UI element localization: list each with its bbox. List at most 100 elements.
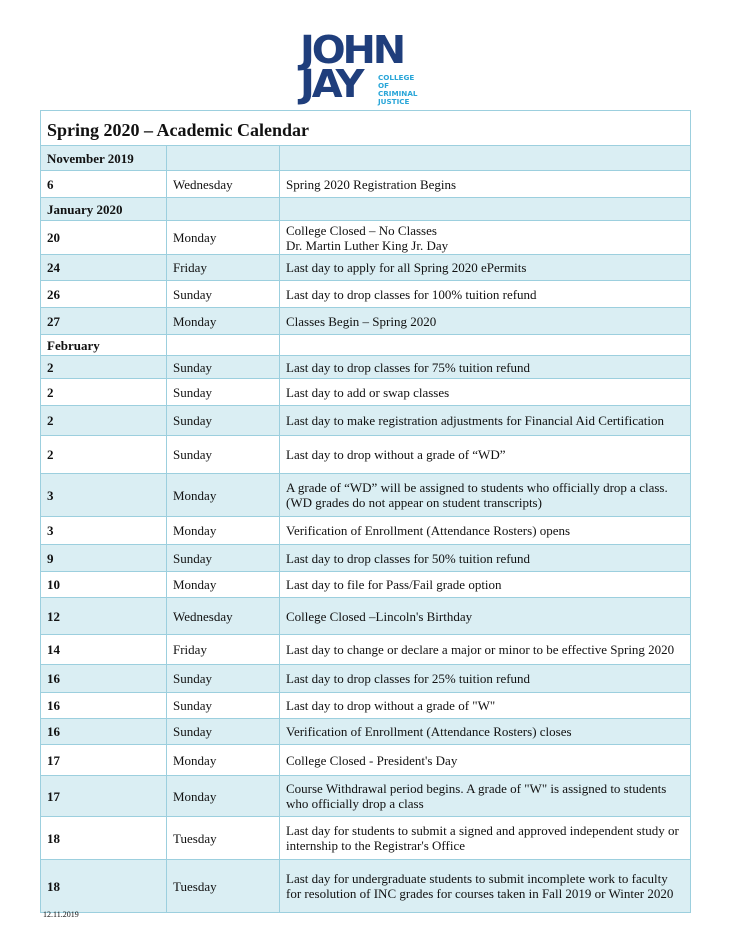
date-cell: 27 bbox=[40, 307, 167, 335]
date-cell: 16 bbox=[40, 664, 167, 693]
calendar-row: 16 Sunday Last day to drop classes for 25%… bbox=[40, 664, 691, 693]
date-cell: 20 bbox=[40, 220, 167, 255]
calendar-row: 2 Sunday Last day to drop classes for 75% … bbox=[40, 355, 691, 379]
event-cell: A grade of “WD” will be assigned to stud… bbox=[279, 473, 691, 517]
weekday-cell: Sunday bbox=[166, 664, 280, 693]
logo-line2: JAY bbox=[300, 62, 365, 106]
calendar-row: 9 Sunday Last day to drop classes for 50% … bbox=[40, 544, 691, 572]
weekday-cell: Sunday bbox=[166, 280, 280, 308]
logo-sub-1: COLLEGE bbox=[378, 73, 415, 82]
weekday-cell: Friday bbox=[166, 254, 280, 281]
logo-sub-4: JUSTICE bbox=[378, 97, 410, 106]
date-cell: 18 bbox=[40, 859, 167, 913]
weekday-cell: Wednesday bbox=[166, 170, 280, 198]
weekday-cell bbox=[166, 197, 280, 221]
month-header-row: January 2020 bbox=[40, 197, 691, 221]
weekday-cell: Monday bbox=[166, 307, 280, 335]
date-cell: 2 bbox=[40, 405, 167, 436]
calendar-row: 2 Sunday Last day to add or swap classes bbox=[40, 378, 691, 406]
calendar-row: 17 Monday Course Withdrawal period begins.… bbox=[40, 775, 691, 817]
weekday-cell: Sunday bbox=[166, 405, 280, 436]
event-cell: Verification of Enrollment (Attendance R… bbox=[279, 718, 691, 745]
calendar-row: 16 Sunday Verification of Enrollment (Atte… bbox=[40, 718, 691, 745]
event-cell: Last day to change or declare a major or… bbox=[279, 634, 691, 665]
date-cell: 3 bbox=[40, 516, 167, 545]
date-cell: 10 bbox=[40, 571, 167, 598]
event-cell: Verification of Enrollment (Attendance R… bbox=[279, 516, 691, 545]
john-jay-logo: JOHN JAY COLLEGE OF CRIMINAL JUSTICE bbox=[298, 28, 428, 106]
logo-sub-3: CRIMINAL bbox=[378, 89, 418, 98]
event-cell: Last day to drop classes for 100% tuitio… bbox=[279, 280, 691, 308]
calendar-row: 18 Tuesday Last day for students to submit… bbox=[40, 816, 691, 860]
calendar-row: 2 Sunday Last day to drop without a grade … bbox=[40, 435, 691, 474]
weekday-cell: Sunday bbox=[166, 378, 280, 406]
event-cell: College Closed - President's Day bbox=[279, 744, 691, 776]
date-cell: 6 bbox=[40, 170, 167, 198]
weekday-cell: Monday bbox=[166, 744, 280, 776]
date-cell: 2 bbox=[40, 435, 167, 474]
event-cell: Last day to drop without a grade of "W" bbox=[279, 692, 691, 719]
date-cell: 17 bbox=[40, 744, 167, 776]
month-label: November 2019 bbox=[40, 145, 167, 171]
weekday-cell: Tuesday bbox=[166, 859, 280, 913]
event-cell: Last day to drop classes for 25% tuition… bbox=[279, 664, 691, 693]
event-cell: College Closed – No Classes Dr. Martin L… bbox=[279, 220, 691, 255]
calendar-row: 18 Tuesday Last day for undergraduate stud… bbox=[40, 859, 691, 913]
calendar-row: 6 Wednesday Spring 2020 Registration Begin… bbox=[40, 170, 691, 198]
date-cell: 12 bbox=[40, 597, 167, 635]
date-cell: 2 bbox=[40, 378, 167, 406]
calendar-row: 17 Monday College Closed - President's Day bbox=[40, 744, 691, 776]
weekday-cell: Sunday bbox=[166, 718, 280, 745]
weekday-cell: Wednesday bbox=[166, 597, 280, 635]
date-cell: 17 bbox=[40, 775, 167, 817]
date-cell: 3 bbox=[40, 473, 167, 517]
month-label: February bbox=[40, 334, 167, 356]
date-cell: 14 bbox=[40, 634, 167, 665]
date-cell: 16 bbox=[40, 718, 167, 745]
event-cell: Last day for students to submit a signed… bbox=[279, 816, 691, 860]
event-cell: Last day to add or swap classes bbox=[279, 378, 691, 406]
weekday-cell bbox=[166, 334, 280, 356]
event-cell: Classes Begin – Spring 2020 bbox=[279, 307, 691, 335]
weekday-cell bbox=[166, 145, 280, 171]
logo-subtitle: COLLEGE OF CRIMINAL JUSTICE bbox=[378, 74, 417, 106]
logo-sub-2: OF bbox=[378, 81, 390, 90]
date-cell: 26 bbox=[40, 280, 167, 308]
date-cell: 9 bbox=[40, 544, 167, 572]
academic-calendar-table: Spring 2020 – Academic Calendar November… bbox=[40, 110, 691, 913]
date-cell: 16 bbox=[40, 692, 167, 719]
event-cell: Last day for undergraduate students to s… bbox=[279, 859, 691, 913]
weekday-cell: Friday bbox=[166, 634, 280, 665]
date-cell: 18 bbox=[40, 816, 167, 860]
event-cell: Spring 2020 Registration Begins bbox=[279, 170, 691, 198]
event-cell bbox=[279, 145, 691, 171]
calendar-row: 10 Monday Last day to file for Pass/Fail g… bbox=[40, 571, 691, 598]
calendar-row: 27 Monday Classes Begin – Spring 2020 bbox=[40, 307, 691, 335]
calendar-row: 3 Monday Verification of Enrollment (Atten… bbox=[40, 516, 691, 545]
calendar-row: 24 Friday Last day to apply for all Spring… bbox=[40, 254, 691, 281]
weekday-cell: Sunday bbox=[166, 544, 280, 572]
calendar-row: 14 Friday Last day to change or declare a … bbox=[40, 634, 691, 665]
weekday-cell: Monday bbox=[166, 516, 280, 545]
calendar-row: 20 Monday College Closed – No Classes Dr. … bbox=[40, 220, 691, 255]
calendar-row: 26 Sunday Last day to drop classes for 100… bbox=[40, 280, 691, 308]
month-header-row: February bbox=[40, 334, 691, 356]
event-cell: Last day to apply for all Spring 2020 eP… bbox=[279, 254, 691, 281]
event-cell: College Closed –Lincoln's Birthday bbox=[279, 597, 691, 635]
weekday-cell: Monday bbox=[166, 775, 280, 817]
calendar-row: 12 Wednesday College Closed –Lincoln's Bir… bbox=[40, 597, 691, 635]
event-cell: Last day to file for Pass/Fail grade opt… bbox=[279, 571, 691, 598]
event-cell bbox=[279, 334, 691, 356]
weekday-cell: Sunday bbox=[166, 435, 280, 474]
calendar-row: 3 Monday A grade of “WD” will be assigned … bbox=[40, 473, 691, 517]
event-cell: Course Withdrawal period begins. A grade… bbox=[279, 775, 691, 817]
weekday-cell: Sunday bbox=[166, 355, 280, 379]
logo-line1: JOHN bbox=[300, 28, 406, 72]
calendar-row: 2 Sunday Last day to make registration adj… bbox=[40, 405, 691, 436]
event-cell: Last day to drop classes for 50% tuition… bbox=[279, 544, 691, 572]
event-cell: Last day to make registration adjustment… bbox=[279, 405, 691, 436]
weekday-cell: Monday bbox=[166, 571, 280, 598]
date-cell: 2 bbox=[40, 355, 167, 379]
date-cell: 24 bbox=[40, 254, 167, 281]
event-cell: Last day to drop classes for 75% tuition… bbox=[279, 355, 691, 379]
